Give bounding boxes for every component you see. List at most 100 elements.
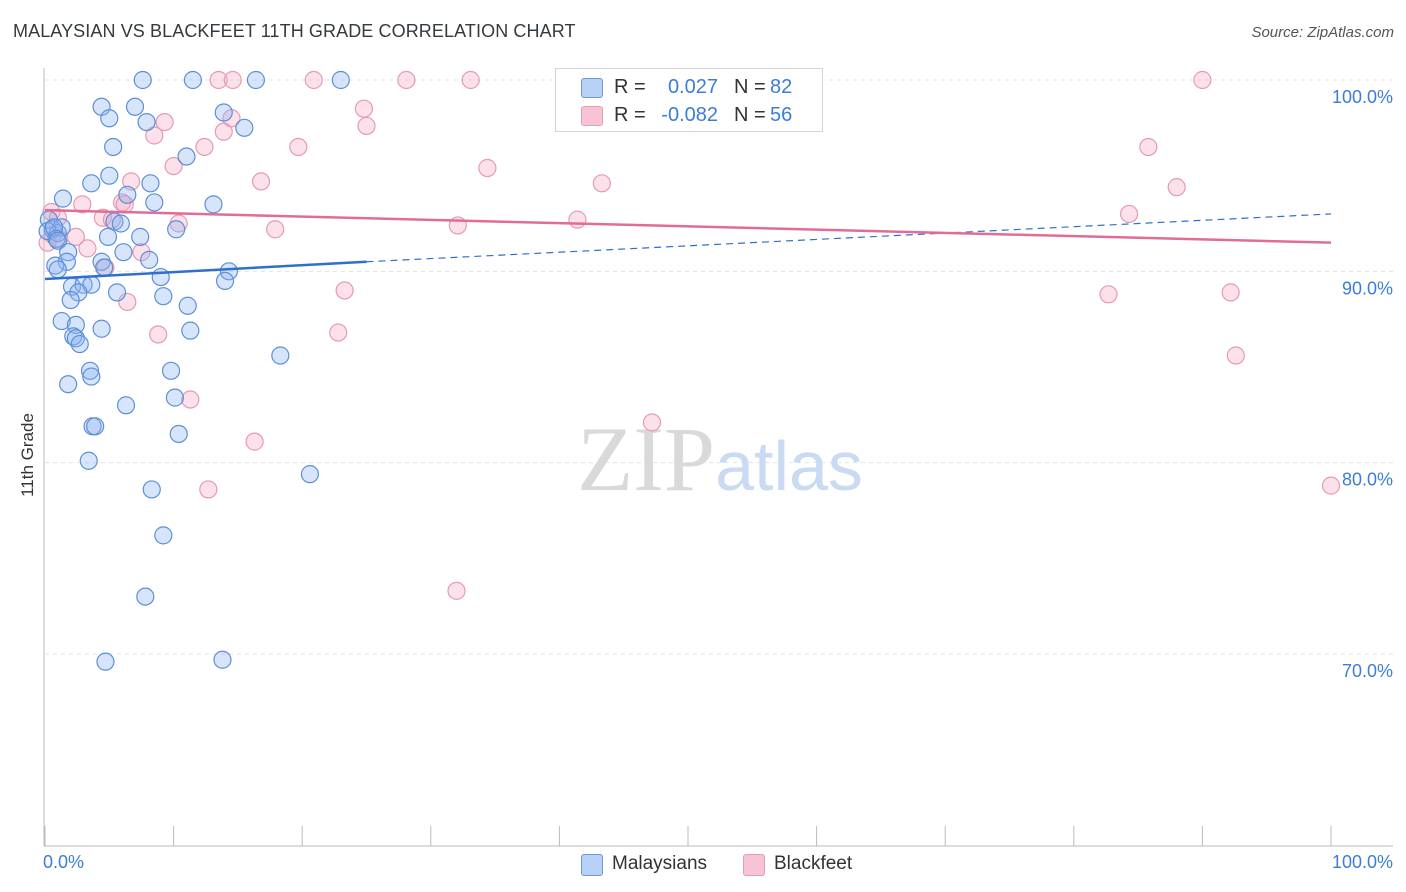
blackfeet-point[interactable] [397, 70, 416, 90]
malaysian-point[interactable] [154, 526, 173, 545]
malaysian-point[interactable] [52, 218, 71, 237]
malaysian-point[interactable] [214, 103, 233, 122]
blackfeet-point[interactable] [223, 70, 242, 90]
blackfeet-point[interactable] [73, 195, 92, 214]
malaysian-point[interactable] [116, 396, 136, 415]
blackfeet-point[interactable] [181, 390, 200, 409]
malaysian-point[interactable] [141, 174, 160, 193]
malaysian-point[interactable] [95, 258, 114, 277]
malaysian-point[interactable] [161, 361, 181, 380]
malaysian-point[interactable] [66, 315, 85, 335]
malaysian-point[interactable] [165, 388, 184, 407]
blackfeet-point[interactable] [149, 325, 168, 344]
malaysian-point[interactable] [69, 283, 88, 302]
trend-lines [44, 208, 1332, 281]
blackfeet-point[interactable] [289, 137, 308, 157]
blackfeet-point[interactable] [66, 227, 85, 246]
malaysian-point[interactable] [96, 652, 115, 671]
malaysian-point[interactable] [52, 311, 71, 331]
blackfeet-point[interactable] [1321, 476, 1341, 495]
malaysian-point[interactable] [136, 587, 155, 606]
blackfeet-point[interactable] [335, 281, 354, 300]
blackfeet-point[interactable] [251, 172, 271, 191]
malaysian-point[interactable] [48, 231, 67, 250]
malaysian-point[interactable] [213, 650, 232, 669]
malaysian-point[interactable] [125, 97, 145, 116]
malaysian-point[interactable] [100, 109, 119, 128]
malaysian-point[interactable] [204, 195, 223, 214]
malaysian-point[interactable] [133, 70, 152, 90]
malaysian-point[interactable] [142, 480, 161, 499]
malaysian-point[interactable] [114, 243, 133, 262]
blackfeet-point[interactable] [209, 70, 228, 90]
malaysian-point[interactable] [181, 321, 200, 340]
blackfeet-point[interactable] [642, 413, 662, 432]
malaysian-point[interactable] [92, 319, 111, 338]
blackfeet-point[interactable] [93, 208, 112, 227]
malaysian-point[interactable] [246, 70, 266, 90]
blackfeet-point[interactable] [1139, 137, 1158, 157]
malaysian-point[interactable] [86, 417, 105, 436]
malaysian-point[interactable] [107, 283, 127, 302]
blackfeet-point[interactable] [568, 210, 587, 229]
blackfeet-point[interactable] [132, 243, 151, 262]
malaysian-point[interactable] [131, 227, 150, 246]
malaysian-point[interactable] [48, 260, 67, 279]
malaysian-point[interactable] [98, 227, 118, 246]
malaysian-point[interactable] [215, 271, 235, 290]
malaysian-point[interactable] [167, 220, 186, 239]
blackfeet-point[interactable] [1119, 204, 1139, 224]
blackfeet-point[interactable] [155, 112, 174, 132]
malaysian-point[interactable] [235, 118, 254, 137]
malaysian-point[interactable] [271, 346, 290, 365]
malaysian-point[interactable] [70, 334, 89, 354]
blackfeet-point[interactable] [354, 99, 374, 118]
malaysian-point[interactable] [219, 262, 238, 281]
blackfeet-point[interactable] [164, 157, 183, 176]
blackfeet-point[interactable] [245, 432, 264, 451]
malaysian-point[interactable] [111, 214, 130, 233]
blackfeet-point[interactable] [1221, 283, 1240, 302]
malaysian-point[interactable] [137, 112, 156, 132]
blackfeet-point[interactable] [357, 116, 376, 136]
malaysian-point[interactable] [61, 290, 80, 310]
malaysian-point[interactable] [100, 166, 119, 185]
malaysian-point[interactable] [82, 174, 101, 193]
malaysian-point[interactable] [80, 361, 100, 380]
malaysian-point[interactable] [300, 465, 320, 484]
malaysian-point[interactable] [169, 424, 188, 444]
malaysian-point[interactable] [140, 250, 159, 269]
blackfeet-point[interactable] [266, 220, 285, 239]
blackfeet-point[interactable] [78, 239, 97, 258]
malaysian-point[interactable] [145, 193, 164, 212]
blackfeet-point[interactable] [122, 172, 141, 191]
blackfeet-point[interactable] [592, 174, 611, 193]
malaysian-point[interactable] [177, 147, 196, 166]
blackfeet-point[interactable] [145, 126, 164, 145]
blackfeet-point[interactable] [1099, 285, 1118, 304]
malaysian-point[interactable] [118, 185, 137, 204]
malaysian-point[interactable] [53, 189, 73, 208]
blackfeet-point[interactable] [329, 323, 348, 342]
malaysian-point[interactable] [151, 267, 170, 287]
blackfeet-point[interactable] [199, 480, 218, 499]
malaysian-point[interactable] [79, 451, 98, 470]
blackfeet-point[interactable] [1193, 70, 1212, 90]
malaysian-point[interactable] [59, 243, 78, 262]
blackfeet-point[interactable] [447, 581, 466, 600]
blackfeet-point[interactable] [1226, 346, 1245, 365]
malaysian-point[interactable] [178, 296, 197, 315]
blackfeet-point[interactable] [461, 70, 480, 90]
blackfeet-point[interactable] [478, 158, 497, 178]
blackfeet-point[interactable] [195, 137, 214, 157]
malaysian-point[interactable] [183, 70, 202, 90]
malaysian-point[interactable] [104, 137, 123, 157]
blackfeet-point[interactable] [1167, 178, 1186, 197]
malaysian-point[interactable] [82, 367, 101, 386]
blackfeet-point[interactable] [214, 122, 233, 141]
malaysian-point[interactable] [59, 375, 78, 394]
malaysian-point[interactable] [154, 287, 173, 306]
blackfeet-point[interactable] [304, 70, 323, 90]
malaysian-point[interactable] [44, 218, 64, 237]
malaysian-point[interactable] [331, 70, 350, 90]
